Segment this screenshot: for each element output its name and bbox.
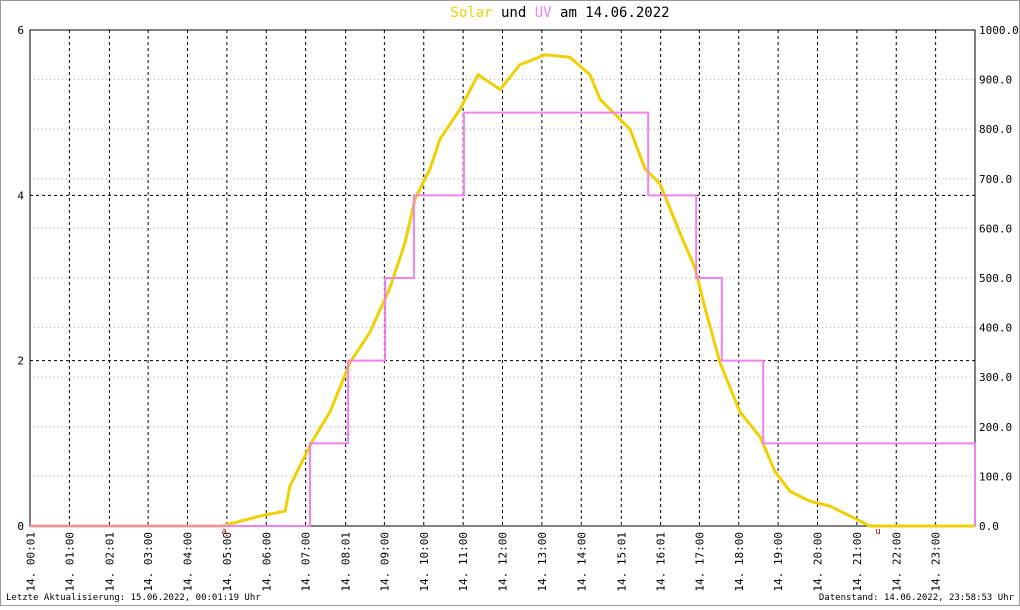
x-tick-label: 14. 22:00	[890, 532, 903, 592]
y2-tick-label: 600.0	[979, 222, 1012, 235]
title-uv: UV	[535, 5, 552, 21]
title-solar: Solar	[450, 5, 492, 21]
x-tick-label: 14. 07:00	[300, 532, 313, 592]
x-tick-label: 14. 18:00	[733, 532, 746, 592]
x-tick-label: 14. 15:01	[615, 532, 628, 592]
x-tick-label: 14. 19:00	[772, 532, 785, 592]
x-tick-label: 14. 01:00	[63, 532, 76, 592]
y-tick-label: 2	[17, 355, 24, 368]
y2-tick-label: 700.0	[979, 173, 1012, 186]
x-tick-label: 14. 09:00	[378, 532, 391, 592]
x-tick-label: 14. 21:00	[851, 532, 864, 592]
x-tick-label: 14. 06:00	[260, 532, 273, 592]
x-tick-label: 14. 17:00	[693, 532, 706, 592]
x-tick-label: 14. 00:01	[25, 532, 38, 592]
x-tick-label: 14. 10:00	[418, 532, 431, 592]
x-tick-label: 14. 03:00	[142, 532, 155, 592]
y-tick-label: 0	[17, 520, 24, 533]
series-line	[30, 53, 975, 528]
x-tick-label: 14. 05:00	[221, 532, 234, 592]
y2-tick-label: 900.0	[979, 74, 1012, 87]
title-join: und	[501, 5, 526, 21]
series-line	[30, 111, 976, 527]
footer-left: Letzte Aktualisierung: 15.06.2022, 00:01…	[6, 593, 261, 603]
plot-border	[29, 29, 976, 527]
x-tick-label: 14. 11:00	[457, 532, 470, 592]
x-tick-label: 14. 02:01	[103, 532, 116, 592]
y2-tick-label: 800.0	[979, 123, 1012, 136]
title-date: am 14.06.2022	[560, 5, 670, 21]
y2-tick-label: 100.0	[979, 470, 1012, 483]
y2-tick-label: 1000.0	[979, 24, 1019, 37]
y2-tick-label: 300.0	[979, 371, 1012, 384]
x-tick-label: 14. 04:00	[182, 532, 195, 592]
y2-tick-label: 500.0	[979, 272, 1012, 285]
x-tick-label: 14. 13:00	[536, 532, 549, 592]
x-tick-label: 14. 23:00	[930, 532, 943, 592]
x-tick-label: 14. 14:00	[575, 532, 588, 592]
y2-tick-label: 400.0	[979, 322, 1012, 335]
annotation: a	[221, 527, 226, 537]
y2-tick-label: 0.0	[979, 520, 999, 533]
annotation: u	[875, 527, 880, 537]
y2-tick-label: 200.0	[979, 421, 1012, 434]
y-tick-label: 6	[17, 24, 24, 37]
x-tick-label: 14. 12:00	[497, 532, 510, 592]
footer-right: Datenstand: 14.06.2022, 23:58:53 Uhr	[819, 593, 1015, 603]
x-tick-label: 14. 08:01	[340, 532, 353, 592]
x-tick-label: 14. 20:00	[812, 532, 825, 592]
y-tick-label: 4	[17, 189, 24, 202]
chart-title: Solar und UV am 14.06.2022	[450, 5, 669, 21]
x-tick-label: 14. 16:01	[655, 532, 668, 592]
